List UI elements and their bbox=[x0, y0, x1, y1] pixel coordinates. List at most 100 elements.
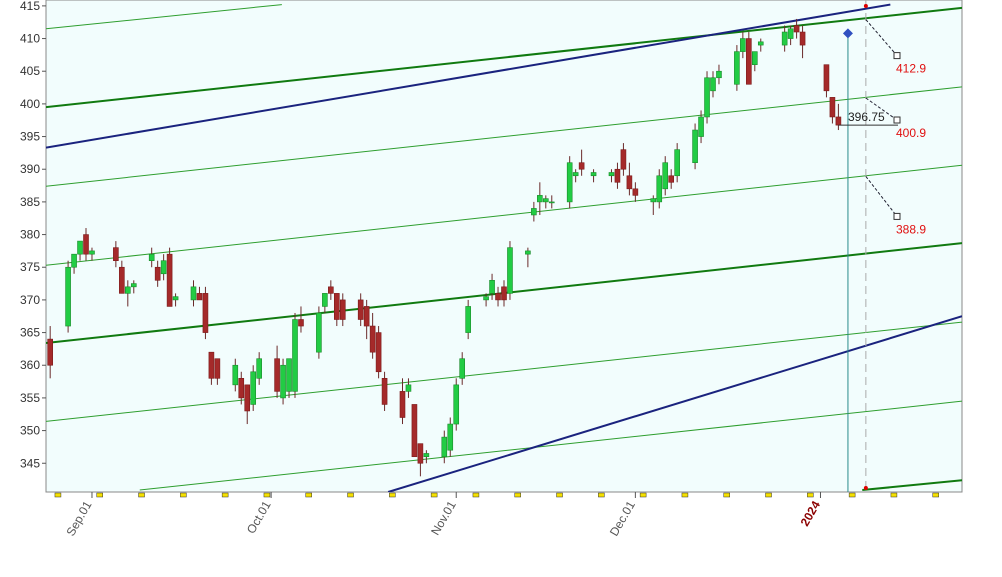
candle-body bbox=[662, 162, 669, 190]
candle-body bbox=[531, 208, 537, 216]
candle-body bbox=[799, 31, 806, 46]
candle-body bbox=[656, 175, 663, 203]
candle-body bbox=[405, 384, 412, 392]
candle-body bbox=[781, 31, 788, 46]
y-tick-label: 345 bbox=[20, 456, 40, 470]
candle-body bbox=[411, 404, 418, 458]
week-marker bbox=[639, 492, 647, 498]
candle-body bbox=[154, 266, 161, 281]
trend-line bbox=[862, 479, 962, 492]
week-marker bbox=[180, 492, 187, 498]
candle-body bbox=[787, 28, 794, 39]
candle-body bbox=[274, 358, 280, 392]
candle-body bbox=[280, 364, 286, 399]
candle-body bbox=[232, 364, 239, 386]
projection-handle bbox=[893, 116, 901, 124]
candle-body bbox=[357, 299, 364, 320]
candle-body bbox=[166, 253, 173, 307]
candle-body bbox=[208, 351, 215, 379]
candle-body bbox=[202, 293, 209, 333]
candle-body bbox=[328, 286, 334, 294]
candle-body bbox=[590, 172, 597, 177]
y-tick-label: 410 bbox=[20, 32, 40, 46]
candle-body bbox=[734, 51, 740, 85]
week-marker bbox=[389, 492, 396, 498]
candle-body bbox=[704, 77, 710, 118]
candle-body bbox=[632, 188, 639, 196]
projection-marker bbox=[863, 4, 868, 8]
candle-body bbox=[172, 296, 179, 301]
candle-body bbox=[113, 247, 119, 262]
y-tick-label: 370 bbox=[20, 293, 40, 307]
candle-body bbox=[399, 391, 406, 418]
week-marker bbox=[932, 492, 939, 498]
candle-body bbox=[196, 293, 203, 301]
candle-body bbox=[501, 286, 507, 301]
candle-body bbox=[608, 172, 615, 177]
candle-body bbox=[650, 198, 657, 203]
candle-body bbox=[698, 116, 704, 137]
week-marker bbox=[54, 492, 62, 498]
week-marker bbox=[807, 492, 814, 498]
week-marker bbox=[556, 492, 563, 498]
candle-body bbox=[459, 358, 466, 379]
candle-body bbox=[334, 293, 340, 320]
candle-body bbox=[363, 306, 370, 327]
cursor-marker bbox=[842, 28, 853, 39]
candle-body bbox=[83, 234, 89, 255]
y-tick-label: 405 bbox=[20, 64, 40, 78]
candle-body bbox=[160, 260, 167, 275]
candle-body bbox=[125, 286, 131, 294]
candle-body bbox=[381, 378, 388, 405]
candle-body bbox=[256, 358, 262, 379]
candle-body bbox=[620, 149, 627, 170]
candle-body bbox=[71, 253, 77, 268]
candle-body bbox=[423, 453, 430, 458]
candle-body bbox=[578, 162, 585, 170]
candle-body bbox=[674, 149, 680, 177]
y-tick-label: 365 bbox=[20, 326, 40, 340]
candle-body bbox=[751, 51, 758, 65]
candle-body bbox=[238, 378, 245, 399]
y-tick-label: 385 bbox=[20, 195, 40, 209]
candle-body bbox=[322, 293, 328, 307]
week-marker bbox=[723, 492, 730, 498]
projection-marker bbox=[863, 486, 868, 490]
candle-body bbox=[835, 116, 842, 126]
candle-body bbox=[453, 384, 460, 425]
candle-body bbox=[77, 240, 83, 255]
week-marker bbox=[514, 492, 521, 498]
y-tick-label: 400 bbox=[20, 97, 40, 111]
week-marker bbox=[430, 492, 438, 498]
week-marker bbox=[138, 492, 145, 498]
x-tick-label: 2024 bbox=[798, 498, 824, 528]
week-marker bbox=[305, 492, 312, 498]
candle-body bbox=[339, 299, 346, 320]
candle-body bbox=[65, 266, 71, 327]
candle-body bbox=[298, 319, 304, 327]
candle-body bbox=[757, 41, 764, 46]
candle-body bbox=[548, 201, 555, 204]
candle-body bbox=[47, 338, 53, 366]
candle-body bbox=[417, 443, 424, 464]
projection-connector bbox=[865, 97, 898, 121]
candle-body bbox=[441, 436, 448, 458]
candle-body bbox=[447, 423, 454, 451]
candle-body bbox=[716, 70, 722, 79]
x-tick-label: Oct.01 bbox=[244, 498, 274, 536]
candle-body bbox=[316, 312, 322, 353]
x-tick-label: Sep.01 bbox=[63, 498, 94, 538]
week-marker bbox=[263, 492, 271, 498]
candle-body bbox=[746, 38, 752, 85]
trend-line bbox=[139, 400, 962, 491]
y-tick-label: 380 bbox=[20, 228, 40, 242]
y-tick-label: 415 bbox=[20, 0, 40, 13]
y-tick-label: 375 bbox=[20, 260, 40, 274]
price-label: 396.75 bbox=[848, 110, 885, 124]
projection-connector bbox=[865, 176, 898, 217]
week-marker bbox=[347, 492, 354, 498]
candle-body bbox=[537, 195, 543, 203]
candle-body bbox=[525, 250, 531, 255]
candle-body bbox=[465, 306, 471, 333]
week-marker bbox=[472, 492, 480, 498]
